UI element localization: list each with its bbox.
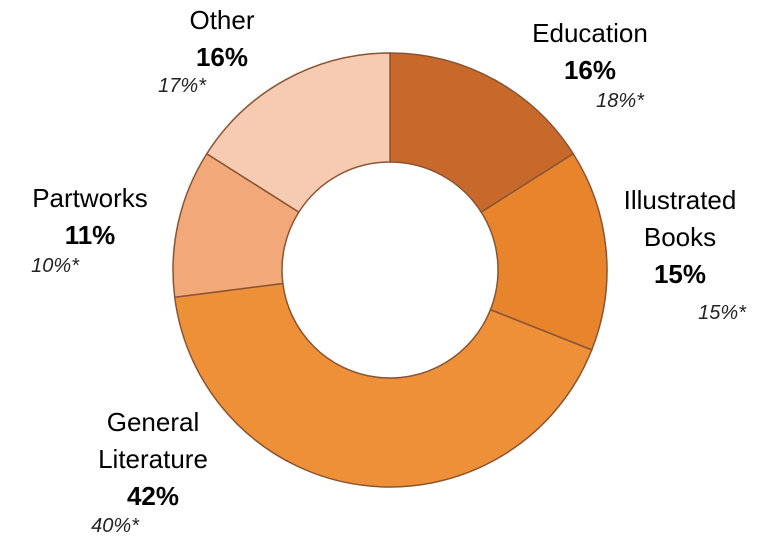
segment-label: Education 16% xyxy=(510,15,670,89)
secondary-value-label: 15%* xyxy=(698,302,746,324)
category-name: Education xyxy=(532,18,648,48)
category-name: Other xyxy=(189,5,255,35)
value-label: 16% xyxy=(563,55,617,85)
category-name: Partworks xyxy=(32,183,148,213)
segment-label: Illustrated Books 15% xyxy=(600,182,760,293)
donut-segment xyxy=(173,282,593,488)
donut-segment xyxy=(205,52,391,214)
value-label: 16% xyxy=(195,42,249,72)
donut-segment xyxy=(480,152,608,351)
secondary-value-label: 10%* xyxy=(31,255,79,277)
value-label: 11% xyxy=(64,220,116,250)
donut-segment xyxy=(389,52,575,214)
value-label: 15% xyxy=(653,259,707,289)
segment-label: General Literature 42% xyxy=(68,404,238,515)
category-name: Illustrated Books xyxy=(623,185,737,252)
category-name: General Literature xyxy=(98,407,208,474)
secondary-value-label: 40%* xyxy=(91,515,139,537)
segment-label: Partworks 11% xyxy=(10,180,170,254)
secondary-value-label: 17%* xyxy=(158,75,206,97)
value-label: 42% xyxy=(126,481,180,511)
segment-label: Other 16% xyxy=(142,2,302,76)
secondary-value-label: 18%* xyxy=(596,90,644,112)
